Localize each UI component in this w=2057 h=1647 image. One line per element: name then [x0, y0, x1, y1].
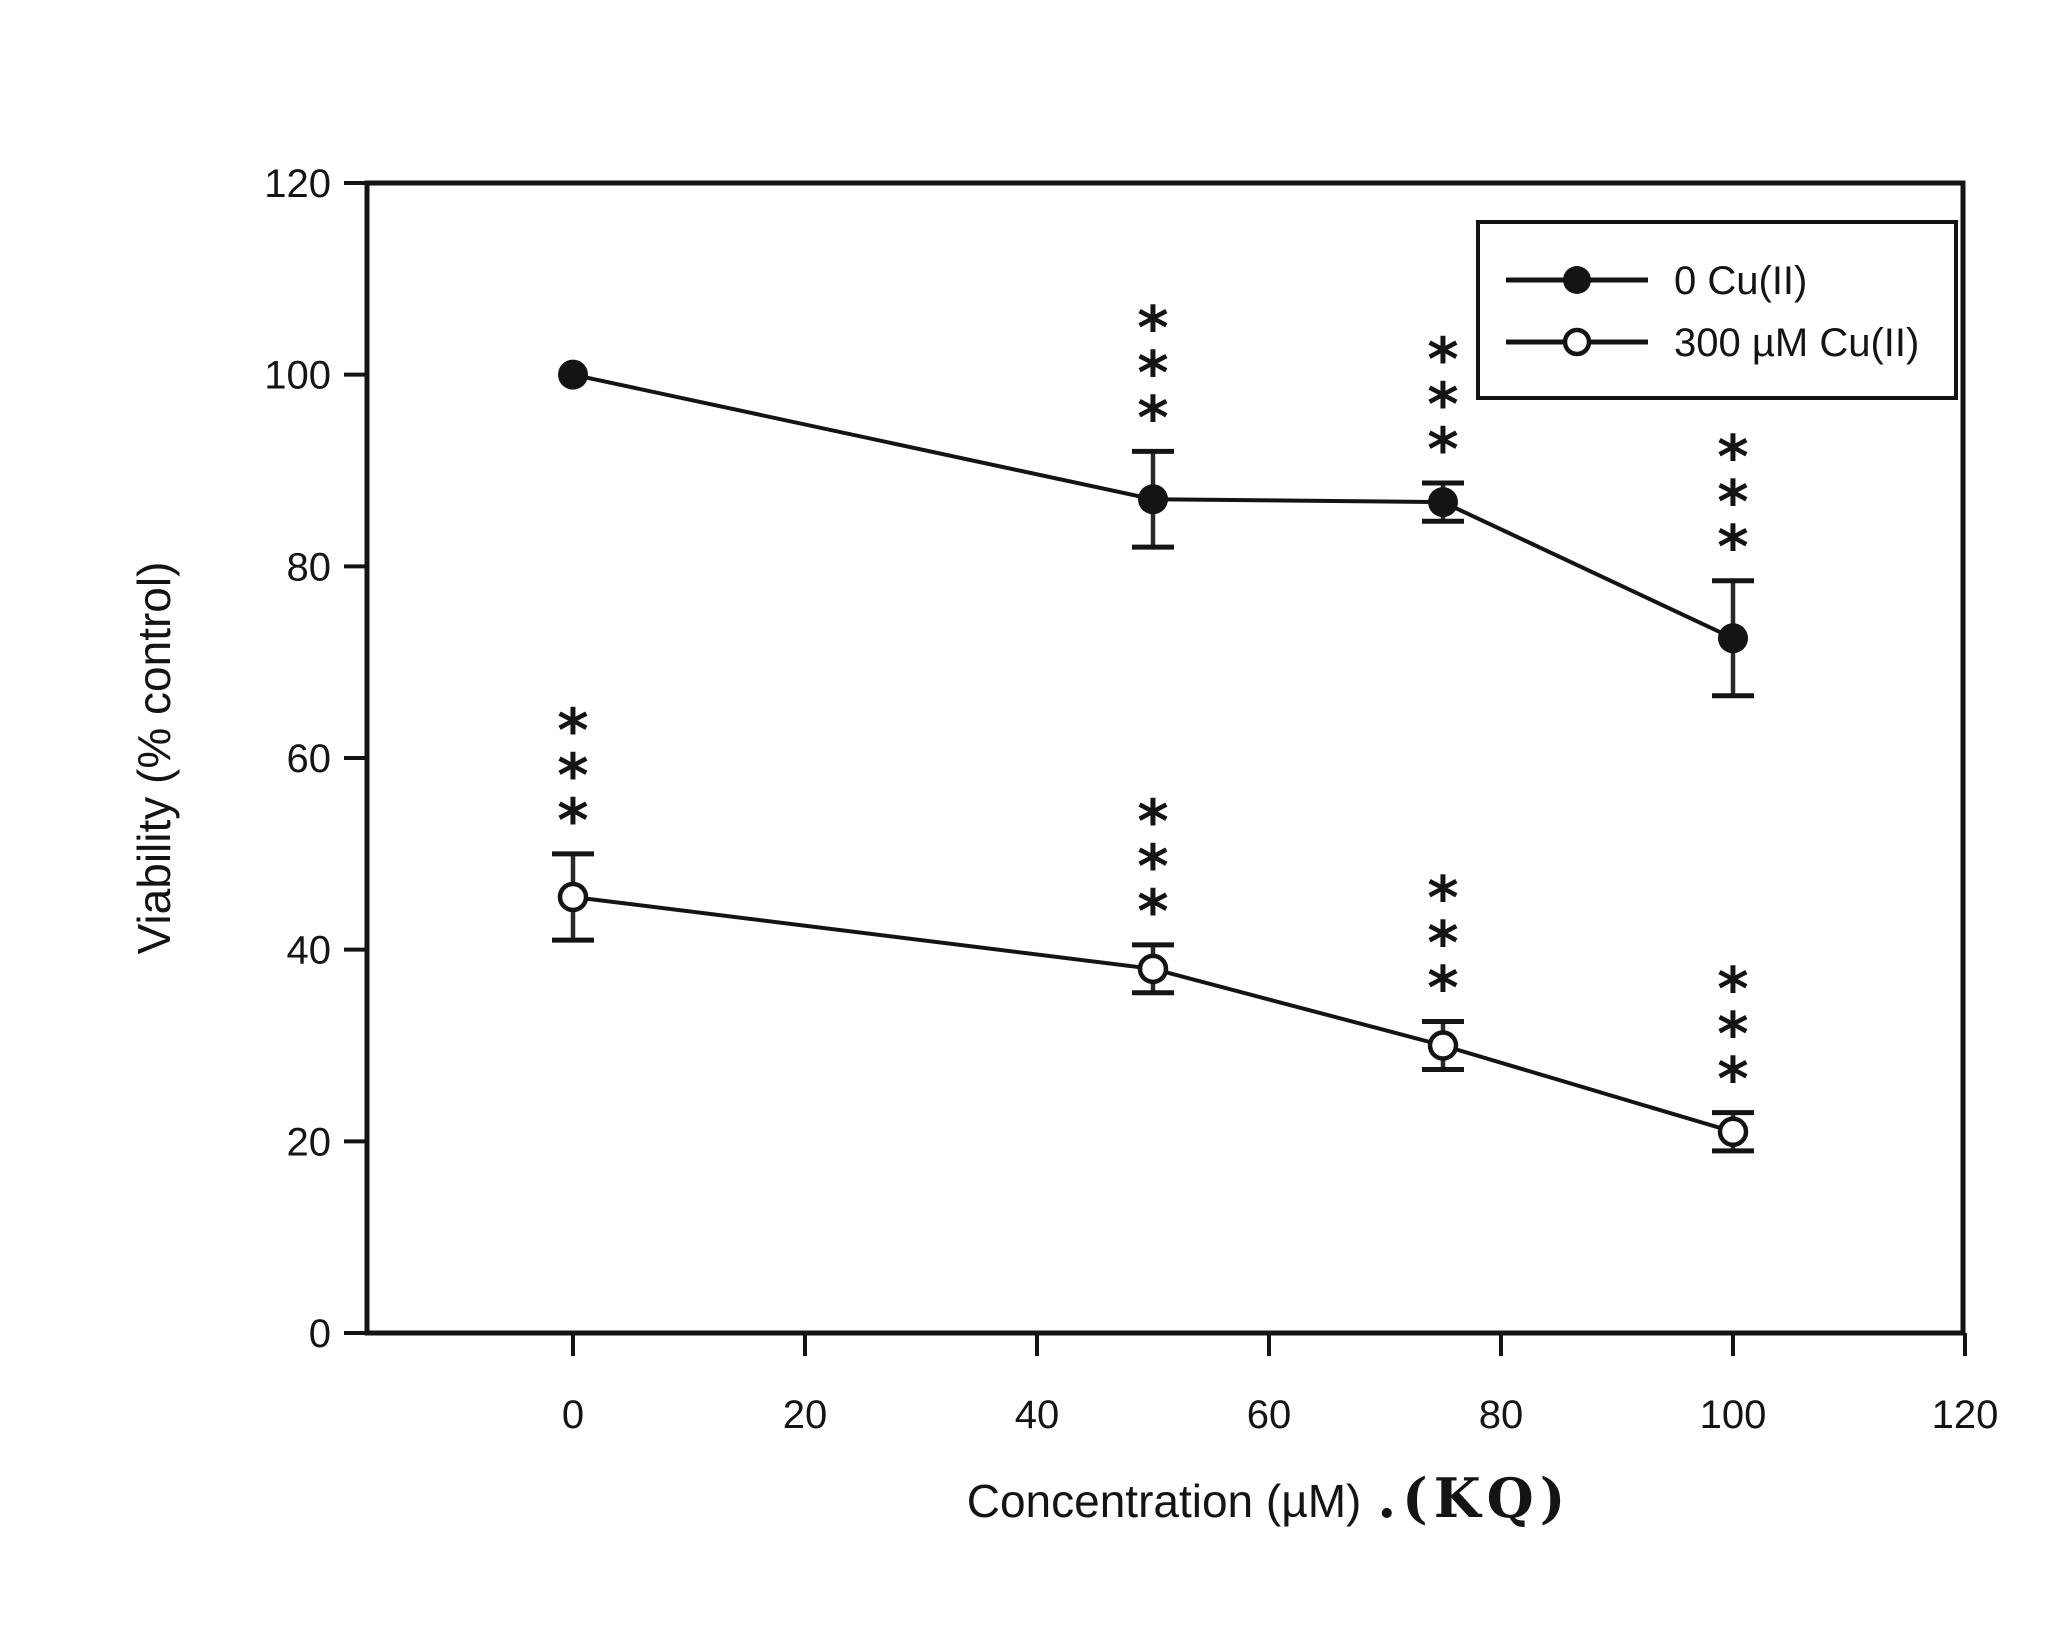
- significance-asterisk: *: [557, 741, 588, 811]
- y-axis-tick-label: 0: [309, 1312, 331, 1356]
- significance-asterisk: *: [1427, 909, 1458, 979]
- significance-asterisk: *: [557, 696, 588, 766]
- significance-asterisk: *: [1427, 864, 1458, 934]
- data-point-filled-circle: [1718, 623, 1748, 654]
- significance-asterisk: *: [1717, 423, 1748, 493]
- x-axis-tick-label: 0: [562, 1393, 584, 1437]
- y-axis-title: Viability (% control): [128, 562, 180, 955]
- significance-asterisk: *: [1717, 513, 1748, 583]
- data-point-open-circle: [557, 881, 589, 913]
- y-axis-tick-label: 80: [287, 545, 332, 589]
- significance-asterisk: *: [1137, 383, 1168, 453]
- x-axis-tick-label: 20: [783, 1393, 828, 1437]
- significance-asterisk: *: [1137, 293, 1168, 363]
- x-axis-tick-label: 100: [1700, 1393, 1767, 1437]
- significance-asterisk: *: [1137, 832, 1168, 902]
- significance-asterisk: *: [1427, 415, 1458, 485]
- x-axis-tick-label: 60: [1247, 1393, 1292, 1437]
- x-axis-tick-label: 120: [1932, 1393, 1999, 1437]
- significance-asterisk: *: [1427, 370, 1458, 440]
- data-point-open-circle: [1427, 1030, 1459, 1061]
- significance-asterisk: *: [1717, 468, 1748, 538]
- significance-asterisk: *: [1717, 1000, 1748, 1070]
- x-axis-title: Concentration (µM) .(KQ): [967, 1466, 1572, 1530]
- y-axis-tick-label: 100: [264, 354, 331, 398]
- x-axis-title-suffix: .(KQ): [1377, 1466, 1571, 1530]
- y-axis-tick-label: 60: [287, 737, 332, 781]
- legend-box: [1476, 220, 1958, 400]
- y-axis-tick-label: 20: [287, 1120, 332, 1164]
- y-axis-tick-label: 120: [264, 162, 331, 206]
- significance-asterisk: *: [1427, 325, 1458, 395]
- x-axis-tick-label: 80: [1479, 1393, 1524, 1437]
- legend-marker-open-circle: [1562, 327, 1592, 357]
- significance-asterisk: *: [1717, 955, 1748, 1025]
- x-axis-title-text: Concentration (µM): [967, 1475, 1362, 1527]
- data-point-filled-circle: [1428, 487, 1458, 518]
- significance-asterisk: *: [1427, 954, 1458, 1024]
- y-axis-tick-label: 40: [287, 929, 332, 973]
- data-point-filled-circle: [558, 359, 588, 390]
- significance-asterisk: *: [1137, 787, 1168, 857]
- data-point-filled-circle: [1138, 484, 1168, 515]
- data-point-open-circle: [1717, 1116, 1749, 1148]
- legend-label-300-um-cu: 300 µM Cu(II): [1674, 321, 1919, 365]
- series-line-0-cu: [572, 372, 1734, 641]
- significance-asterisk: *: [1717, 1045, 1748, 1115]
- significance-asterisk: *: [557, 786, 588, 856]
- series-line-300-um-cu: [572, 894, 1734, 1134]
- x-axis-tick-label: 40: [1015, 1393, 1060, 1437]
- significance-asterisk: *: [1137, 338, 1168, 408]
- data-point-open-circle: [1137, 953, 1169, 985]
- significance-asterisk: *: [1137, 877, 1168, 947]
- legend-marker-filled-circle: [1563, 266, 1591, 294]
- legend-label-0-cu: 0 Cu(II): [1674, 259, 1807, 303]
